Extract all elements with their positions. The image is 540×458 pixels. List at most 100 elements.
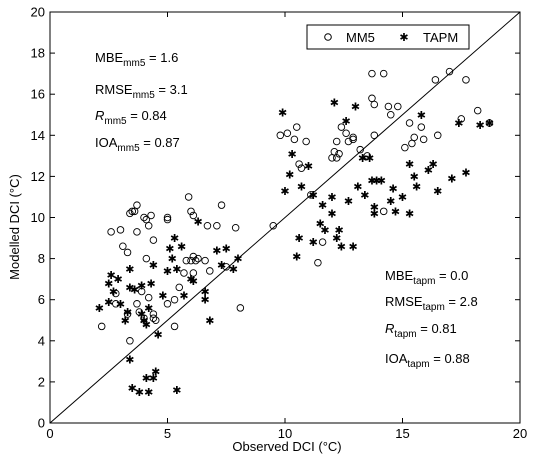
mm5-point [368,69,376,78]
mm5-point [462,76,470,84]
mm5-point [149,236,158,244]
mm5-point [194,254,202,263]
tapm-point: ✱ [104,297,113,309]
tapm-point: ✱ [292,252,301,264]
tapm-point: ✱ [370,202,379,214]
mm5-point [344,137,353,146]
y-tick-label: 4 [38,333,45,348]
tapm-point: ✱ [341,116,350,128]
mm5-point [126,337,134,345]
mm5-point [163,213,172,222]
tapm-point: ✱ [116,299,125,311]
tapm-point: ✱ [189,276,198,288]
tapm-point: ✱ [454,118,463,130]
mm5-point [297,164,306,172]
mm5-point [135,308,144,316]
mm5-point [133,201,141,209]
mm5-point [318,238,327,246]
mm5-point [314,258,322,267]
mm5-point [206,267,214,275]
mm5-point [203,221,212,230]
tapm-point: ✱ [109,286,118,298]
tapm-point: ✱ [144,387,153,399]
tapm-point: ✱ [280,186,289,198]
mm5-point [217,201,226,209]
mm5-point [379,69,388,78]
tapm-point: ✱ [433,186,442,198]
tapm-point: ✱ [172,264,181,276]
tapm-point: ✱ [205,315,214,327]
mm5-point [431,76,440,84]
mm5-point [231,224,240,232]
mm5-point [419,135,428,144]
tapm-point: ✱ [106,270,115,282]
x-tick-label: 5 [164,426,171,441]
tapm-point: ✱ [320,225,329,237]
stat-line: IOAtapm = 0.88 [385,351,470,370]
mm5-point [175,283,183,292]
mm5-point [123,248,132,257]
legend-tapm-label: TAPM [423,30,458,45]
tapm-point: ✱ [351,102,360,114]
mm5-point [445,67,454,76]
legend-mm5-label: MM5 [346,30,375,45]
tapm-point: ✱ [475,120,484,132]
tapm-point: ✱ [139,315,148,327]
legend: MM5 ✱ TAPM [306,24,470,50]
tapm-point: ✱ [412,182,421,194]
tapm-point: ✱ [177,241,186,253]
mm5-point [144,293,153,302]
mm5-point [170,295,179,304]
tapm-point: ✱ [142,373,151,385]
mm5-point [133,228,141,236]
tapm-point: ✱ [304,161,313,173]
mm5-point [107,228,115,236]
mm5-point [379,207,388,216]
tapm-point: ✱ [95,303,104,315]
mm5-point [170,322,179,331]
mm5-point [342,129,350,137]
tapm-point: ✱ [388,184,397,196]
x-axis-label: Observed DCI (°C) [232,439,341,454]
tapm-point: ✱ [137,309,146,321]
y-tick-label: 6 [38,292,45,307]
mm5-point [408,139,416,148]
tapm-point: ✱ [386,196,395,208]
tapm-point: ✱ [278,108,287,120]
y-tick-label: 18 [31,46,45,61]
mm5-point [144,221,153,230]
stat-line: MBEtapm = 0.0 [385,268,468,287]
tapm-point: ✱ [121,315,130,327]
mm5-point [163,215,172,224]
y-tick-label: 20 [31,5,45,20]
mm5-point [269,221,278,230]
tapm-point: ✱ [114,274,123,286]
tapm-point: ✱ [405,208,414,220]
tapm-point: ✱ [217,260,226,272]
y-axis-label: Modelled DCI (°C) [7,174,22,280]
mm5-point [283,129,292,137]
tapm-point: ✱ [149,260,158,272]
tapm-point: ✱ [125,282,134,294]
tapm-point: ✱ [165,243,174,255]
mm5-point [140,314,148,322]
y-tick-label: 8 [38,251,45,266]
x-tick-label: 10 [278,426,292,441]
tapm-point: ✱ [135,387,144,399]
mm5-point [147,211,155,220]
stat-line: RMSEtapm = 2.8 [385,294,478,313]
tapm-point: ✱ [334,225,343,237]
tapm-point: ✱ [365,153,374,165]
tapm-point: ✱ [309,190,318,202]
tapm-point: ✱ [344,196,353,208]
mm5-point [184,193,193,201]
mm5-point [133,300,141,308]
mm5-point [123,310,132,318]
mm5-point [187,207,195,216]
stat-line: Rmm5 = 0.84 [95,108,167,127]
mm5-point [473,106,482,115]
one-to-one-line [49,11,521,424]
tapm-point: ✱ [410,171,419,183]
mm5-point [387,110,395,119]
